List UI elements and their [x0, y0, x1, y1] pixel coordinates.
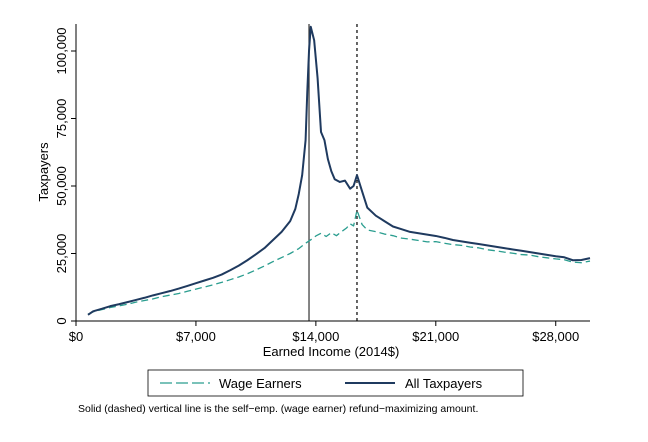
legend-box — [147, 369, 524, 397]
x-tick-label: $0 — [69, 329, 83, 344]
y-ticks: 0 25,000 50,000 75,000 100,000 — [54, 28, 76, 325]
x-tick-label: $7,000 — [176, 329, 216, 344]
x-tick-label: $28,000 — [532, 329, 579, 344]
x-tick-label: $14,000 — [292, 329, 339, 344]
y-tick-label: 50,000 — [54, 166, 69, 206]
x-axis-label: Earned Income (2014$) — [263, 344, 400, 359]
y-tick-label: 0 — [54, 317, 69, 324]
legend-label-wage-earners: Wage Earners — [219, 376, 302, 391]
series-line-all-taxpayers — [87, 25, 591, 316]
x-tick-label: $21,000 — [412, 329, 459, 344]
y-tick-label: 25,000 — [54, 234, 69, 274]
series-line-wage-earners — [87, 209, 591, 315]
axes — [75, 24, 590, 322]
x-ticks: $0 $7,000 $14,000 $21,000 $28,000 — [69, 321, 579, 344]
y-tick-label: 100,000 — [54, 28, 69, 75]
legend: Wage Earners All Taxpayers — [147, 369, 524, 397]
chart-note: Solid (dashed) vertical line is the self… — [78, 403, 478, 415]
y-axis-label: Taxpayers — [36, 142, 51, 202]
legend-label-all-taxpayers: All Taxpayers — [405, 376, 483, 391]
y-tick-label: 75,000 — [54, 99, 69, 139]
series-lines — [87, 25, 591, 316]
